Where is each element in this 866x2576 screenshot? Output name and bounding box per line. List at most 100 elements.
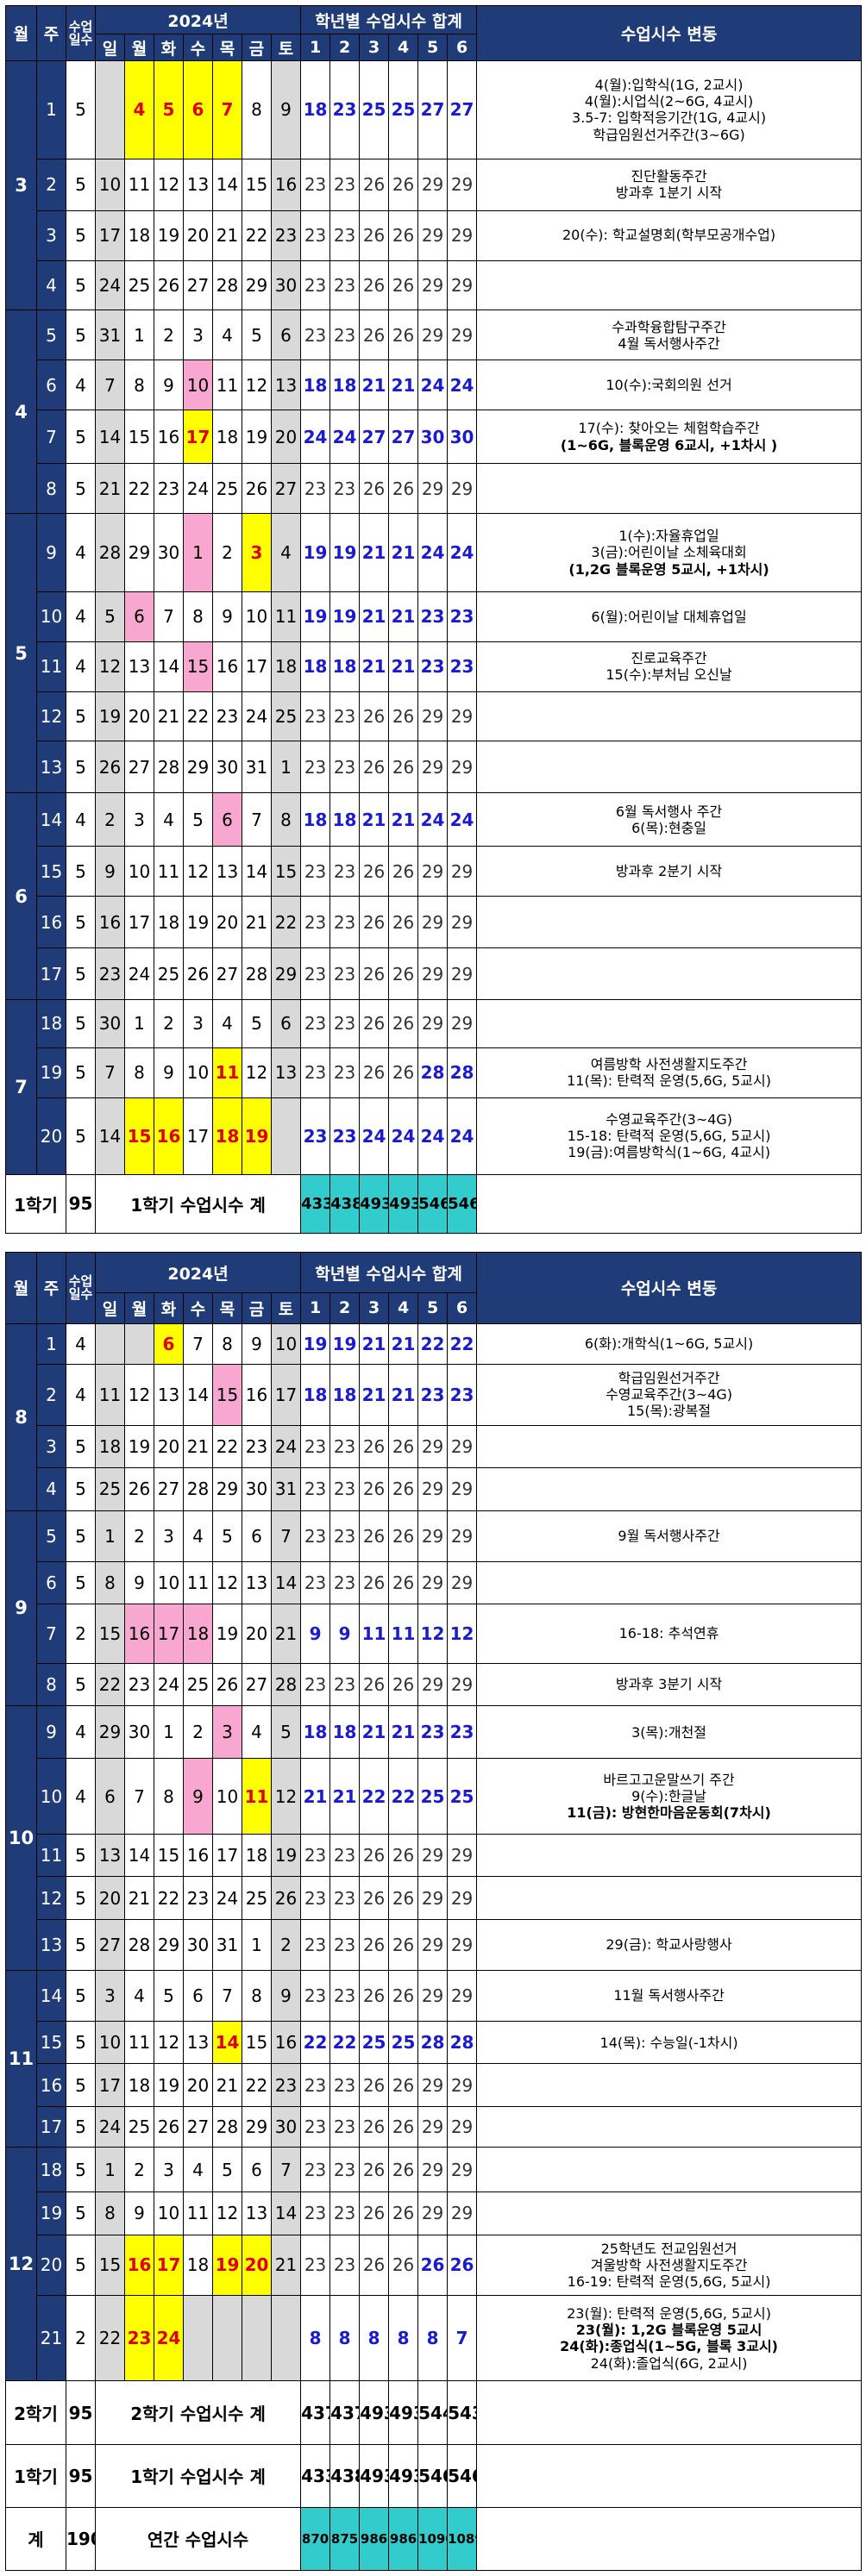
day-cell: 24 [212, 1876, 242, 1920]
day-cell: 21 [154, 691, 184, 742]
day-cell [124, 1322, 154, 1365]
grade-hours: 23 [329, 2147, 361, 2193]
grade-hours: 29 [417, 947, 449, 1001]
month-cell: 11 [5, 1969, 37, 2148]
grade-hours: 23 [300, 2147, 331, 2193]
note-line: 15-18: 탄력적 운영(5,6G, 5교시) [567, 1128, 771, 1145]
day-cell: 29 [242, 259, 272, 311]
grade-hours: 29 [417, 158, 449, 211]
change-notes [476, 999, 863, 1048]
grade-hours: 23 [300, 1424, 331, 1469]
day-cell: 27 [183, 259, 213, 311]
day-cell: 21 [95, 463, 125, 514]
grade-hours: 25 [447, 1758, 478, 1835]
grade-hours: 26 [359, 1467, 390, 1511]
day-cell: 14 [124, 1833, 154, 1878]
total-hours: 546 [417, 1173, 449, 1235]
header-days-count: 수업일수 [66, 1252, 96, 1324]
grade-hours: 26 [388, 846, 419, 897]
week-row: 4 5 25 26 27 28 29 30 31 23 23 26 26 29 29 [6, 1467, 863, 1511]
day-cell: 30 [270, 2105, 302, 2148]
grade-hours: 26 [388, 1918, 419, 1971]
header-weekday: 금 [242, 1292, 272, 1324]
total-label: 1학기 [5, 1173, 66, 1235]
day-cell: 12 [270, 1758, 302, 1835]
week-number: 19 [36, 1047, 66, 1098]
day-cell: 21 [242, 896, 272, 949]
day-cell: 24 [270, 1424, 302, 1469]
class-days-count: 5 [66, 410, 96, 465]
change-notes: 9월 독서행사주간 [476, 1510, 863, 1562]
day-cell: 12 [95, 641, 125, 692]
day-cell: 27 [212, 947, 242, 1001]
class-days-count: 5 [66, 309, 96, 361]
grade-hours: 7 [447, 2295, 478, 2382]
grade-hours: 23 [329, 209, 361, 261]
day-cell: 17 [124, 896, 154, 949]
day-cell: 8 [95, 1560, 125, 1605]
grade-hours: 22 [329, 2020, 361, 2065]
day-cell [212, 2295, 242, 2382]
grade-hours: 21 [359, 591, 390, 642]
header-weekday: 일 [95, 34, 125, 62]
grade-hours: 23 [329, 1424, 361, 1469]
day-cell: 26 [154, 259, 184, 311]
class-days-count: 5 [66, 1047, 96, 1098]
grade-hours: 29 [417, 1969, 449, 2022]
total-hours: 1089 [447, 2506, 478, 2572]
day-cell: 10 [124, 846, 154, 897]
day-cell: 16 [242, 1363, 272, 1426]
week-number: 12 [36, 691, 66, 742]
grade-hours: 29 [417, 1833, 449, 1878]
day-cell: 5 [183, 792, 213, 847]
day-cell: 15 [212, 1363, 242, 1426]
grade-hours: 18 [329, 1705, 361, 1760]
total-hours: 493 [388, 2380, 419, 2445]
day-cell: 23 [242, 1424, 272, 1469]
day-cell: 20 [183, 209, 213, 261]
day-cell: 12 [154, 2020, 184, 2065]
day-cell: 19 [124, 1424, 154, 1469]
day-cell: 10 [242, 591, 272, 642]
day-cell: 23 [270, 2063, 302, 2107]
day-cell: 15 [95, 2234, 125, 2297]
grade-hours: 26 [359, 896, 390, 949]
total-hours: 1090 [417, 2506, 449, 2572]
week-number: 1 [36, 1322, 66, 1365]
day-cell: 28 [212, 2105, 242, 2148]
note-line: 방과후 2분기 시작 [615, 863, 723, 880]
class-days-count: 5 [66, 259, 96, 311]
note-line: 진단활동주간 [631, 168, 707, 184]
day-cell: 7 [154, 591, 184, 642]
day-cell: 28 [183, 1467, 213, 1511]
day-cell: 24 [95, 2105, 125, 2148]
grade-hours: 12 [417, 1604, 449, 1664]
note-line: 수영교육주간(3~4G) [606, 1386, 733, 1404]
week-number: 2 [36, 158, 66, 211]
grade-hours: 23 [447, 1705, 478, 1760]
day-cell: 15 [154, 1833, 184, 1878]
grade-hours: 22 [388, 1758, 419, 1835]
day-cell: 12 [242, 360, 272, 411]
day-cell: 11 [212, 1047, 242, 1098]
grade-hours: 21 [359, 1322, 390, 1365]
class-days-count: 5 [66, 896, 96, 949]
week-row: 19 5 7 8 9 10 11 12 13 23 23 26 26 28 28 여름방학 사전생활지도주간 1… [6, 1047, 863, 1098]
change-notes: 학급임원선거주간 수영교육주간(3~4G) 15(목):광복절 [476, 1363, 863, 1426]
day-cell: 8 [242, 60, 272, 159]
grade-hours: 29 [417, 896, 449, 949]
day-cell: 3 [124, 792, 154, 847]
day-cell: 9 [242, 1322, 272, 1365]
week-number: 15 [36, 2020, 66, 2065]
week-number: 3 [36, 1424, 66, 1469]
day-cell: 4 [242, 1705, 272, 1760]
class-days-count: 5 [66, 463, 96, 514]
day-cell: 15 [124, 1097, 154, 1175]
day-cell: 18 [124, 2063, 154, 2107]
day-cell: 3 [212, 1705, 242, 1760]
note-line: (1,2G 블록운영 5교시, +1차시) [568, 560, 769, 578]
week-number: 16 [36, 896, 66, 949]
header-grade: 3 [359, 1292, 390, 1324]
grade-hours: 28 [447, 1047, 478, 1098]
